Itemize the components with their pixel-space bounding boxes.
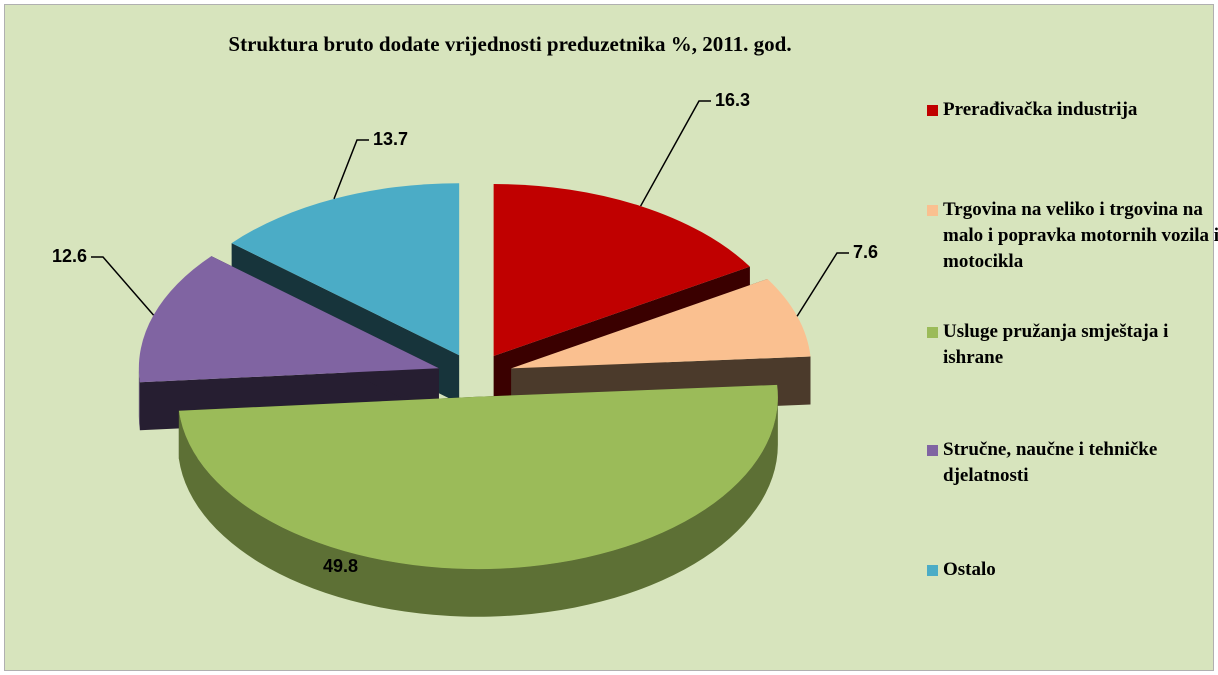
legend-item: Trgovina na veliko i trgovina na malo i … (927, 197, 1218, 275)
slice (138, 256, 439, 383)
legend-label: Prerađivačka industrija (943, 99, 1138, 120)
slice-wall (178, 396, 778, 617)
chart-title: Struktura bruto dodate vrijednosti predu… (228, 32, 791, 56)
data-label: 13.7 (373, 129, 408, 149)
data-label: 16.3 (715, 90, 750, 110)
legend-label: Trgovina na veliko i trgovina na malo i … (943, 199, 1218, 272)
data-label: 49.8 (323, 556, 358, 576)
leader-line (333, 139, 369, 200)
legend-swatch (927, 105, 938, 116)
slice (231, 183, 460, 356)
legend-swatch (927, 205, 938, 216)
leader-line (639, 100, 711, 207)
legend-swatch (927, 445, 938, 456)
legend-label: Usluge pružanja smještaja i ishrane (943, 321, 1169, 368)
slice (178, 384, 778, 570)
leader-line (796, 252, 849, 317)
slice-wall (138, 368, 140, 431)
legend-item: Usluge pružanja smještaja i ishrane (927, 319, 1218, 371)
legend-label: Stručne, naučne i tehničke djelatnosti (943, 439, 1158, 486)
data-label: 12.6 (52, 246, 87, 266)
legend-item: Stručne, naučne i tehničke djelatnosti (927, 437, 1218, 489)
legend-item: Ostalo (927, 557, 1218, 583)
slice (511, 278, 811, 369)
legend-swatch (927, 327, 938, 338)
legend-label: Ostalo (943, 559, 996, 580)
chart: Struktura bruto dodate vrijednosti predu… (52, 32, 878, 617)
data-label: 7.6 (853, 242, 878, 262)
leader-line (91, 256, 155, 316)
slice (493, 184, 750, 357)
chart-area: Struktura bruto dodate vrijednosti predu… (4, 4, 1218, 671)
legend-swatch (927, 565, 938, 576)
legend-item: Prerađivačka industrija (927, 97, 1218, 123)
